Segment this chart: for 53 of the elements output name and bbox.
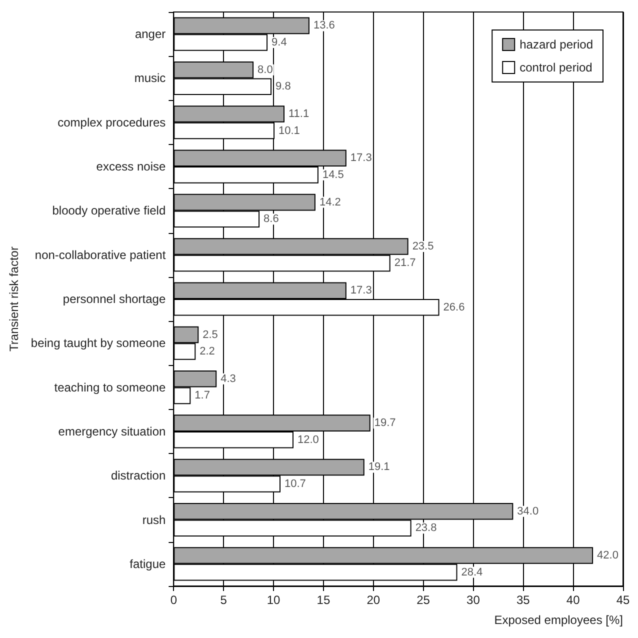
- data-label: 10.7: [284, 478, 306, 490]
- y-axis-title: Transient risk factor: [7, 246, 21, 352]
- data-label: 8.6: [264, 213, 279, 226]
- x-tick-label: 40: [566, 593, 580, 607]
- x-axis-title: Exposed employees [%]: [494, 613, 623, 627]
- y-tick-label: distraction: [110, 468, 166, 483]
- data-label: 4.3: [220, 372, 236, 385]
- y-tick-label: music: [134, 71, 166, 86]
- data-label: 9.4: [272, 36, 287, 48]
- x-tick-label: 25: [416, 593, 430, 607]
- legend-label: hazard period: [520, 38, 594, 52]
- y-tick-label: complex procedures: [58, 115, 166, 130]
- data-label: 13.6: [313, 20, 335, 32]
- data-label: 17.3: [350, 284, 372, 297]
- data-label: 9.8: [276, 80, 291, 93]
- data-label: 28.4: [461, 566, 483, 578]
- y-tick-label: excess noise: [96, 160, 166, 174]
- y-tick-label: being taught by someone: [30, 336, 166, 350]
- y-tick-label: teaching to someone: [54, 380, 166, 394]
- data-label: 11.1: [288, 108, 310, 120]
- data-label: 26.6: [443, 301, 465, 314]
- legend-label: control period: [520, 60, 592, 74]
- data-label: 21.7: [394, 257, 416, 270]
- x-tick-label: 35: [516, 593, 530, 607]
- x-tick-label: 10: [266, 593, 281, 607]
- data-label: 1.7: [194, 390, 210, 402]
- data-label: 23.5: [412, 240, 434, 252]
- data-label: 2.5: [202, 328, 218, 341]
- x-tick-label: 15: [316, 593, 330, 607]
- data-label: 10.1: [278, 124, 300, 137]
- y-tick-label: anger: [134, 27, 166, 42]
- x-tick-label: 0: [170, 593, 178, 607]
- data-label: 42.0: [597, 550, 618, 562]
- data-label: 14.2: [319, 196, 341, 208]
- data-label: 14.5: [322, 168, 344, 181]
- x-tick-label: 5: [220, 593, 228, 607]
- y-tick-label: rush: [142, 512, 166, 527]
- data-label: 17.3: [350, 152, 372, 164]
- data-label: 12.0: [297, 434, 319, 446]
- y-tick-label: non-collaborative patient: [34, 248, 166, 262]
- data-label: 34.0: [517, 505, 539, 518]
- x-tick-label: 30: [466, 593, 480, 607]
- x-tick-label: 20: [366, 593, 380, 607]
- data-label: 8.0: [258, 64, 273, 76]
- y-tick-label: emergency situation: [58, 424, 166, 438]
- data-label: 23.8: [415, 522, 437, 534]
- data-label: 2.2: [200, 346, 215, 358]
- y-tick-label: bloody operative field: [52, 204, 166, 218]
- data-label: 19.7: [374, 417, 396, 430]
- y-tick-label: personnel shortage: [62, 292, 166, 306]
- data-label: 19.1: [368, 461, 390, 474]
- y-tick-label: fatigue: [130, 556, 166, 571]
- x-tick-label: 45: [616, 593, 630, 607]
